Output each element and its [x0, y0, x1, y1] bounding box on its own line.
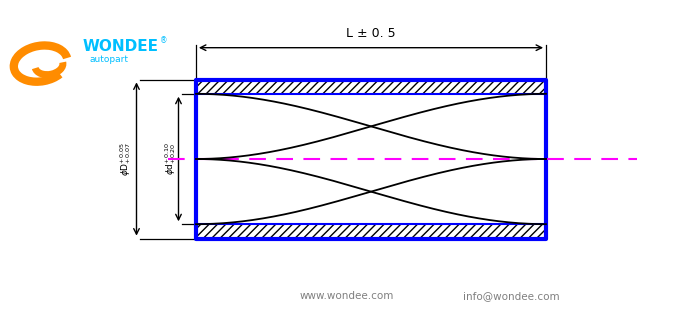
Text: $\phi$D$^{+0.05}_{+0.07}$: $\phi$D$^{+0.05}_{+0.07}$ — [118, 142, 134, 176]
Text: ®: ® — [160, 36, 167, 45]
Text: $\phi$d$^{+0.10}_{+0.20}$: $\phi$d$^{+0.10}_{+0.20}$ — [162, 143, 178, 175]
Text: info@wondee.com: info@wondee.com — [463, 291, 559, 301]
Bar — [196, 224, 546, 238]
Text: autopart: autopart — [90, 55, 129, 64]
Bar — [196, 80, 546, 238]
Text: L ± 0. 5: L ± 0. 5 — [346, 27, 395, 40]
Text: WONDEE: WONDEE — [83, 38, 159, 54]
Text: www.wondee.com: www.wondee.com — [300, 291, 393, 301]
Bar — [196, 80, 546, 94]
